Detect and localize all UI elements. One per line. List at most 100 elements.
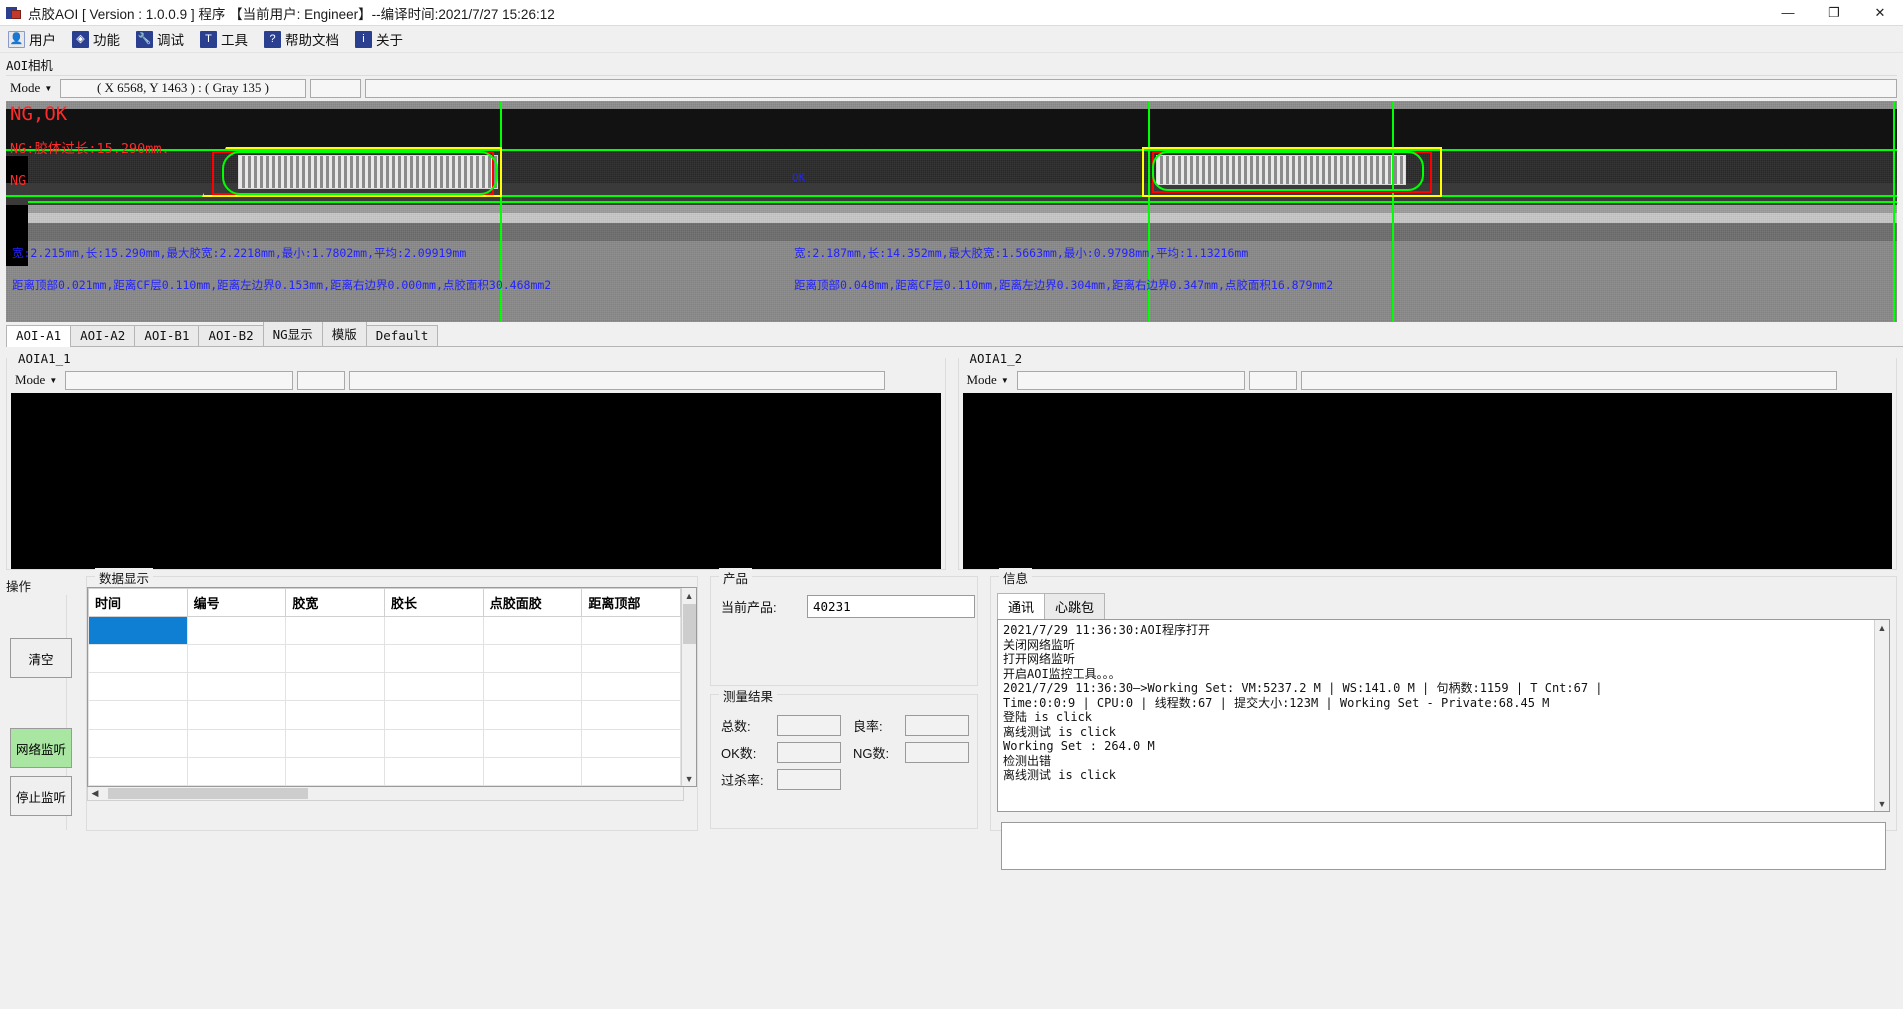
table-cell[interactable]	[186, 700, 287, 730]
table-cell[interactable]	[482, 700, 583, 730]
pane-2-image[interactable]	[962, 393, 1892, 569]
tab-communication[interactable]: 通讯	[997, 593, 1046, 619]
table-cell[interactable]	[285, 756, 386, 787]
column-header-glue-width[interactable]: 胶宽	[285, 588, 386, 617]
menu-item-user[interactable]: 👤 用户	[8, 29, 56, 49]
tab-default[interactable]: Default	[365, 325, 439, 346]
table-cell[interactable]	[482, 672, 583, 702]
minimize-icon[interactable]: —	[1781, 5, 1795, 20]
column-header-glue-area[interactable]: 点胶面胶	[482, 588, 583, 617]
table-cell[interactable]	[384, 644, 484, 674]
table-cell-selected[interactable]	[88, 615, 188, 646]
stop-listen-button[interactable]: 停止监听	[10, 776, 72, 816]
table-row[interactable]	[88, 756, 682, 787]
table-row[interactable]	[88, 700, 682, 730]
menu-item-tool[interactable]: T 工具	[200, 29, 248, 49]
column-header-number[interactable]: 编号	[186, 588, 287, 617]
yield-value[interactable]	[905, 715, 969, 736]
pane-1-mode-dropdown[interactable]: Mode ▼	[11, 372, 61, 388]
glue-contour-left	[222, 151, 498, 195]
scroll-down-icon[interactable]: ▼	[684, 773, 694, 784]
column-header-glue-length[interactable]: 胶长	[384, 588, 484, 617]
table-cell[interactable]	[285, 728, 386, 758]
table-vertical-scrollbar[interactable]: ▲ ▼	[681, 588, 696, 786]
pane-2-field-3[interactable]	[1300, 370, 1837, 390]
menu-item-about[interactable]: i 关于	[355, 29, 403, 49]
table-cell[interactable]	[285, 615, 386, 646]
table-cell[interactable]	[186, 756, 287, 787]
scroll-up-icon[interactable]: ▲	[1877, 622, 1887, 633]
close-icon[interactable]: ✕	[1874, 4, 1886, 20]
pane-1-field-2[interactable]	[297, 370, 346, 390]
camera-field-2[interactable]	[309, 78, 362, 98]
tab-ng-display[interactable]: NG显示	[262, 321, 323, 346]
pane-2-field-1[interactable]	[1016, 370, 1245, 390]
overkill-value[interactable]	[777, 769, 841, 790]
table-cell[interactable]	[384, 672, 484, 702]
table-cell[interactable]	[384, 615, 484, 646]
table-cell[interactable]	[482, 615, 583, 646]
column-header-dist-top[interactable]: 距离顶部	[581, 588, 682, 617]
table-cell[interactable]	[186, 644, 287, 674]
table-horizontal-scrollbar[interactable]: ◀	[87, 787, 684, 801]
table-cell[interactable]	[186, 728, 287, 758]
scroll-thumb[interactable]	[682, 604, 696, 644]
camera-mode-dropdown[interactable]: Mode ▼	[6, 80, 56, 96]
tab-template[interactable]: 模版	[321, 321, 367, 346]
table-cell[interactable]	[581, 672, 682, 702]
table-cell[interactable]	[88, 672, 188, 702]
menu-item-function[interactable]: ◈ 功能	[72, 29, 120, 49]
tab-heartbeat[interactable]: 心跳包	[1044, 593, 1106, 619]
hscroll-thumb[interactable]	[108, 788, 308, 799]
table-cell[interactable]	[285, 672, 386, 702]
pane-1-image[interactable]	[11, 393, 941, 569]
maximize-icon[interactable]: ❐	[1828, 4, 1840, 20]
menu-item-debug[interactable]: 🔧 调试	[136, 29, 184, 49]
menu-item-help[interactable]: ? 帮助文档	[264, 29, 339, 49]
table-cell[interactable]	[581, 615, 682, 646]
table-cell[interactable]	[384, 756, 484, 787]
scroll-left-icon[interactable]: ◀	[91, 788, 99, 798]
total-value[interactable]	[777, 715, 841, 736]
pane-1-field-1[interactable]	[65, 370, 294, 390]
table-cell[interactable]	[186, 615, 287, 646]
scroll-down-icon[interactable]: ▼	[1877, 798, 1887, 809]
current-product-input[interactable]: 40231	[807, 595, 975, 618]
tab-aoi-a1[interactable]: AOI-A1	[6, 325, 72, 347]
table-cell[interactable]	[581, 644, 682, 674]
column-header-time[interactable]: 时间	[88, 588, 188, 617]
table-row[interactable]	[88, 672, 682, 702]
table-cell[interactable]	[482, 644, 583, 674]
tab-aoi-b1[interactable]: AOI-B1	[134, 325, 200, 346]
table-cell[interactable]	[581, 728, 682, 758]
table-cell[interactable]	[482, 756, 583, 787]
pane-2-field-2[interactable]	[1248, 370, 1297, 390]
scroll-up-icon[interactable]: ▲	[684, 590, 694, 601]
table-cell[interactable]	[88, 700, 188, 730]
table-cell[interactable]	[285, 644, 386, 674]
table-cell[interactable]	[88, 756, 188, 787]
table-cell[interactable]	[482, 728, 583, 758]
ok-count-value[interactable]	[777, 742, 841, 763]
table-cell[interactable]	[186, 672, 287, 702]
tab-aoi-a2[interactable]: AOI-A2	[70, 325, 136, 346]
clear-button[interactable]: 清空	[10, 638, 72, 678]
table-cell[interactable]	[581, 700, 682, 730]
table-cell[interactable]	[384, 728, 484, 758]
pane-1-field-3[interactable]	[349, 370, 886, 390]
log-vertical-scrollbar[interactable]: ▲ ▼	[1874, 620, 1889, 811]
table-cell[interactable]	[384, 700, 484, 730]
table-cell[interactable]	[285, 700, 386, 730]
camera-field-3[interactable]	[365, 78, 1897, 98]
table-cell[interactable]	[88, 644, 188, 674]
tab-aoi-b2[interactable]: AOI-B2	[198, 325, 264, 346]
table-cell[interactable]	[581, 756, 682, 787]
table-row[interactable]	[88, 615, 682, 646]
pane-2-mode-dropdown[interactable]: Mode ▼	[963, 372, 1013, 388]
table-row[interactable]	[88, 728, 682, 758]
table-row[interactable]	[88, 644, 682, 674]
table-cell[interactable]	[88, 728, 188, 758]
network-listen-button[interactable]: 网络监听	[10, 728, 72, 768]
ng-count-value[interactable]	[905, 742, 969, 763]
aoi-image-canvas[interactable]: NG,OK NG:胶体过长:15.290mm. NG OK 宽:2.215mm,…	[6, 101, 1897, 322]
